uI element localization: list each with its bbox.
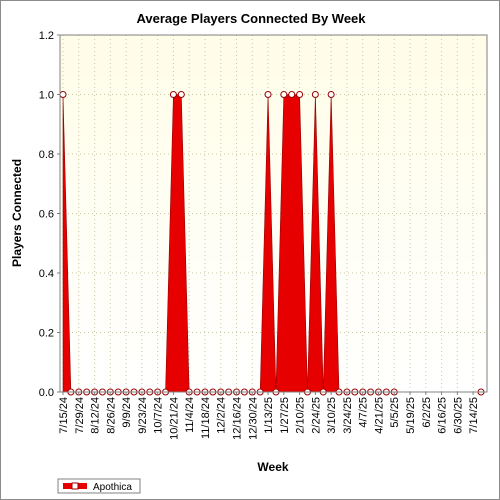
legend: Apothica bbox=[57, 478, 141, 494]
x-tick-label: 7/29/24 bbox=[74, 397, 86, 434]
x-tick-label: 7/14/25 bbox=[468, 397, 480, 434]
x-tick-label: 1/27/25 bbox=[279, 397, 291, 434]
y-tick-label: 0.4 bbox=[39, 268, 54, 280]
x-tick-label: 4/21/25 bbox=[373, 397, 385, 434]
x-tick-label: 6/30/25 bbox=[452, 397, 464, 434]
x-tick-label: 12/30/24 bbox=[247, 397, 259, 440]
data-point bbox=[264, 91, 272, 98]
x-tick-label: 2/10/25 bbox=[295, 397, 307, 434]
chart-title: Average Players Connected By Week bbox=[136, 11, 366, 26]
x-tick-label: 6/16/25 bbox=[437, 397, 449, 434]
data-point bbox=[280, 91, 288, 98]
x-tick-label: 12/16/24 bbox=[232, 397, 244, 440]
y-tick-label: 1.0 bbox=[39, 90, 54, 102]
x-tick-label: 7/15/24 bbox=[58, 397, 70, 434]
data-point bbox=[311, 91, 319, 98]
data-point bbox=[177, 91, 185, 98]
x-tick-label: 9/23/24 bbox=[137, 397, 149, 434]
x-tick-label: 12/2/24 bbox=[216, 397, 228, 434]
x-tick-labels: 7/15/24 7/29/24 8/12/24 8/26/24 9/9/24 9/23/2… bbox=[58, 392, 480, 440]
x-tick-label: 5/19/25 bbox=[405, 397, 417, 434]
y-tick-label: 0.6 bbox=[39, 209, 54, 221]
x-tick-label: 3/24/25 bbox=[342, 397, 354, 434]
legend-marker-icon bbox=[71, 482, 79, 490]
y-tick-label: 0.0 bbox=[39, 387, 54, 399]
x-tick-label: 11/4/24 bbox=[184, 397, 196, 433]
y-tick-labels: 0.0 0.2 0.4 0.6 0.8 1.0 1.2 bbox=[39, 30, 60, 399]
x-tick-label: 11/18/24 bbox=[200, 397, 212, 439]
x-tick-label: 9/9/24 bbox=[121, 397, 133, 428]
data-point bbox=[296, 91, 304, 98]
legend-label: Apothica bbox=[93, 482, 132, 493]
x-tick-label: 6/2/25 bbox=[421, 397, 433, 428]
data-point bbox=[169, 91, 177, 98]
x-tick-label: 3/10/25 bbox=[326, 397, 338, 434]
x-tick-label: 10/7/24 bbox=[153, 397, 165, 434]
x-tick-label: 4/7/25 bbox=[358, 397, 370, 428]
x-tick-label: 1/13/25 bbox=[263, 397, 275, 434]
x-tick-label: 8/26/24 bbox=[105, 397, 117, 434]
data-point bbox=[327, 91, 335, 98]
y-tick-label: 0.2 bbox=[39, 328, 54, 340]
x-tick-label: 10/21/24 bbox=[168, 397, 180, 440]
x-tick-label: 8/12/24 bbox=[90, 397, 102, 434]
y-tick-label: 0.8 bbox=[39, 149, 54, 161]
data-point bbox=[288, 91, 296, 98]
y-axis-title: Players Connected bbox=[10, 159, 24, 267]
x-tick-label: 2/24/25 bbox=[310, 397, 322, 434]
x-axis-title: Week bbox=[257, 460, 288, 474]
data-point bbox=[59, 91, 67, 98]
y-tick-label: 1.2 bbox=[39, 30, 54, 42]
x-tick-label: 5/5/25 bbox=[389, 397, 401, 428]
